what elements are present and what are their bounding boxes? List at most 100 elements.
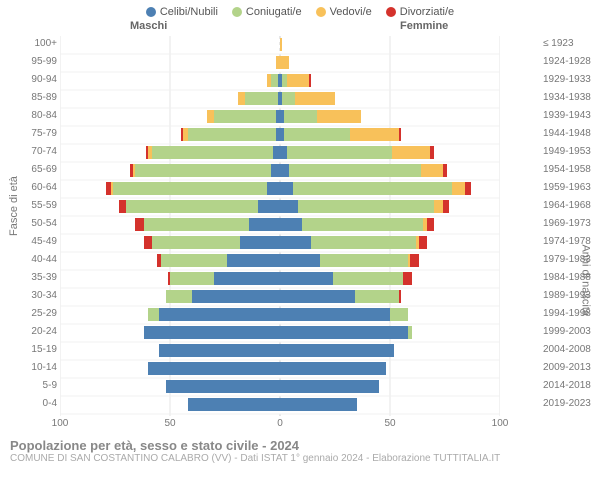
bar-segment (284, 128, 350, 141)
bar-segment (311, 236, 417, 249)
bar-segment (166, 290, 192, 303)
legend-item: Coniugati/e (232, 6, 302, 18)
male-bar (130, 164, 280, 177)
x-axis: 10050050100 (60, 418, 500, 434)
bar-segment (170, 272, 214, 285)
bar-segment (282, 92, 295, 105)
bar-segment (293, 182, 451, 195)
bar-segment (188, 128, 276, 141)
bar-segment (280, 380, 379, 393)
bar-segment (298, 200, 434, 213)
age-label: 40-44 (2, 254, 57, 265)
age-row (60, 198, 500, 214)
bar-segment (135, 218, 144, 231)
age-row (60, 108, 500, 124)
female-bar (280, 146, 434, 159)
bar-segment (309, 74, 311, 87)
bar-segment (144, 326, 280, 339)
female-bar (280, 362, 386, 375)
male-bar (146, 146, 280, 159)
bar-segment (287, 74, 309, 87)
bar-segment (443, 164, 447, 177)
chart-title: Popolazione per età, sesso e stato civil… (10, 438, 590, 453)
age-row (60, 234, 500, 250)
bar-segment (258, 200, 280, 213)
bar-segment (271, 164, 280, 177)
x-tick: 100 (492, 418, 509, 429)
bar-segment (355, 290, 399, 303)
birth-year-label: 1984-1988 (543, 272, 598, 283)
male-bar (106, 182, 280, 195)
age-row (60, 144, 500, 160)
female-bar (280, 308, 408, 321)
bar-segment (188, 398, 280, 411)
chart-subtitle: COMUNE DI SAN COSTANTINO CALABRO (VV) - … (10, 453, 590, 464)
male-bar (188, 398, 280, 411)
male-bar (166, 290, 280, 303)
pyramid-chart: Fasce di età Anni di nascita 100+≤ 19239… (0, 36, 600, 436)
footer: Popolazione per età, sesso e stato civil… (0, 436, 600, 464)
age-label: 10-14 (2, 362, 57, 373)
bar-segment (430, 146, 434, 159)
bar-segment (399, 128, 401, 141)
female-bar (280, 380, 379, 393)
birth-year-label: 1999-2003 (543, 326, 598, 337)
age-row (60, 90, 500, 106)
bar-segment (295, 92, 335, 105)
age-row (60, 180, 500, 196)
bar-segment (227, 254, 280, 267)
bar-segment (280, 218, 302, 231)
legend-label: Celibi/Nubili (160, 6, 218, 18)
birth-year-label: 1924-1928 (543, 56, 598, 67)
bar-segment (280, 38, 282, 51)
female-bar (280, 236, 427, 249)
age-label: 80-84 (2, 110, 57, 121)
bar-segment (240, 236, 280, 249)
age-label: 0-4 (2, 398, 57, 409)
bar-segment (280, 236, 311, 249)
x-tick: 50 (164, 418, 175, 429)
bar-segment (350, 128, 398, 141)
birth-year-label: 1974-1978 (543, 236, 598, 247)
age-row (60, 72, 500, 88)
bar-segment (399, 290, 401, 303)
bar-segment (166, 380, 280, 393)
bar-segment (271, 74, 278, 87)
male-bar (207, 110, 280, 123)
x-tick: 100 (52, 418, 69, 429)
age-row (60, 324, 500, 340)
age-row (60, 36, 500, 52)
birth-year-label: 1949-1953 (543, 146, 598, 157)
bar-segment (280, 326, 408, 339)
bar-segment (280, 272, 333, 285)
bar-segment (238, 92, 245, 105)
age-row (60, 126, 500, 142)
bar-segment (427, 218, 434, 231)
bar-segment (392, 146, 429, 159)
age-label: 100+ (2, 38, 57, 49)
age-label: 25-29 (2, 308, 57, 319)
female-bar (280, 164, 447, 177)
age-label: 20-24 (2, 326, 57, 337)
male-bar (238, 92, 280, 105)
birth-year-label: 2019-2023 (543, 398, 598, 409)
female-bar (280, 200, 449, 213)
legend-swatch (232, 7, 242, 17)
male-bar (148, 362, 280, 375)
birth-year-label: 1929-1933 (543, 74, 598, 85)
birth-year-label: 1934-1938 (543, 92, 598, 103)
female-bar (280, 74, 311, 87)
birth-year-label: 1989-1993 (543, 290, 598, 301)
birth-year-label: 1939-1943 (543, 110, 598, 121)
legend-label: Divorziati/e (400, 6, 454, 18)
x-tick: 0 (277, 418, 283, 429)
legend: Celibi/NubiliConiugati/eVedovi/eDivorzia… (0, 0, 600, 20)
age-label: 95-99 (2, 56, 57, 67)
bar-segment (119, 200, 126, 213)
header-female: Femmine (400, 20, 448, 32)
bar-segment (159, 308, 280, 321)
x-tick: 50 (384, 418, 395, 429)
legend-swatch (386, 7, 396, 17)
bar-segment (135, 164, 271, 177)
birth-year-label: 1954-1958 (543, 164, 598, 175)
